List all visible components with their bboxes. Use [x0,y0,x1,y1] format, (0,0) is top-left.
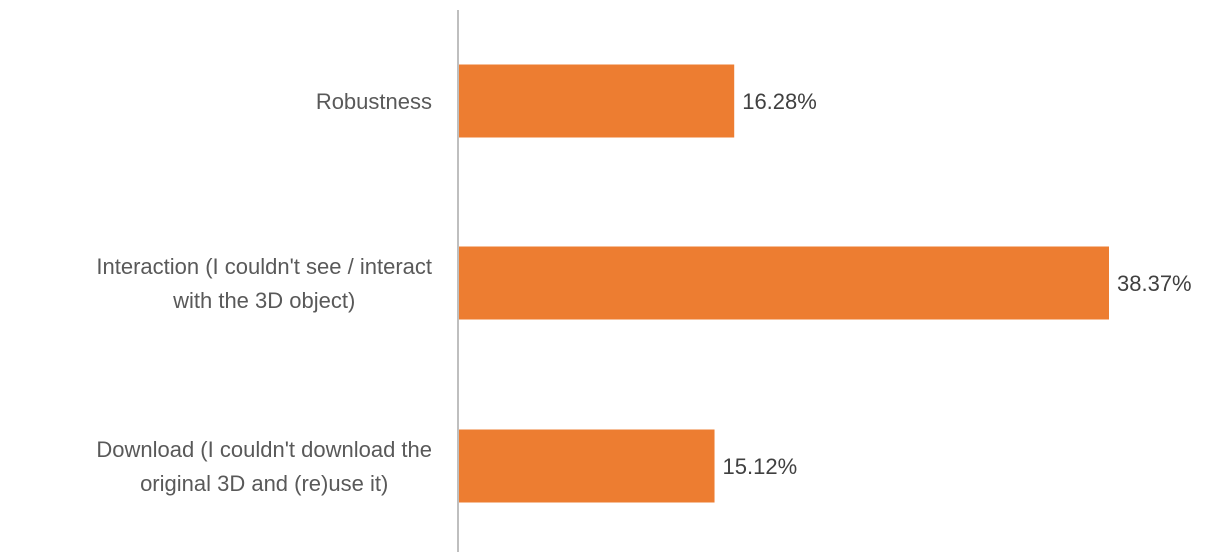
category-label-1: Robustness [316,89,432,114]
bar-2 [458,246,1109,320]
category-label-3: Download (I couldn't download the origina… [96,437,432,496]
category-label-line: Interaction (I couldn't see / interact [96,254,432,279]
category-label-2: Interaction (I couldn't see / interact wi… [96,254,432,313]
data-label-1: 16.28% [742,89,817,114]
category-label-line: Download (I couldn't download the [96,437,432,462]
category-label-line: original 3D and (re)use it) [140,471,388,496]
data-label-2: 38.37% [1117,271,1192,296]
bar-3 [458,429,715,503]
category-label-line: with the 3D object) [172,288,355,313]
data-label-3: 15.12% [723,454,798,479]
category-label-line: Robustness [316,89,432,114]
bar-1 [458,64,735,138]
